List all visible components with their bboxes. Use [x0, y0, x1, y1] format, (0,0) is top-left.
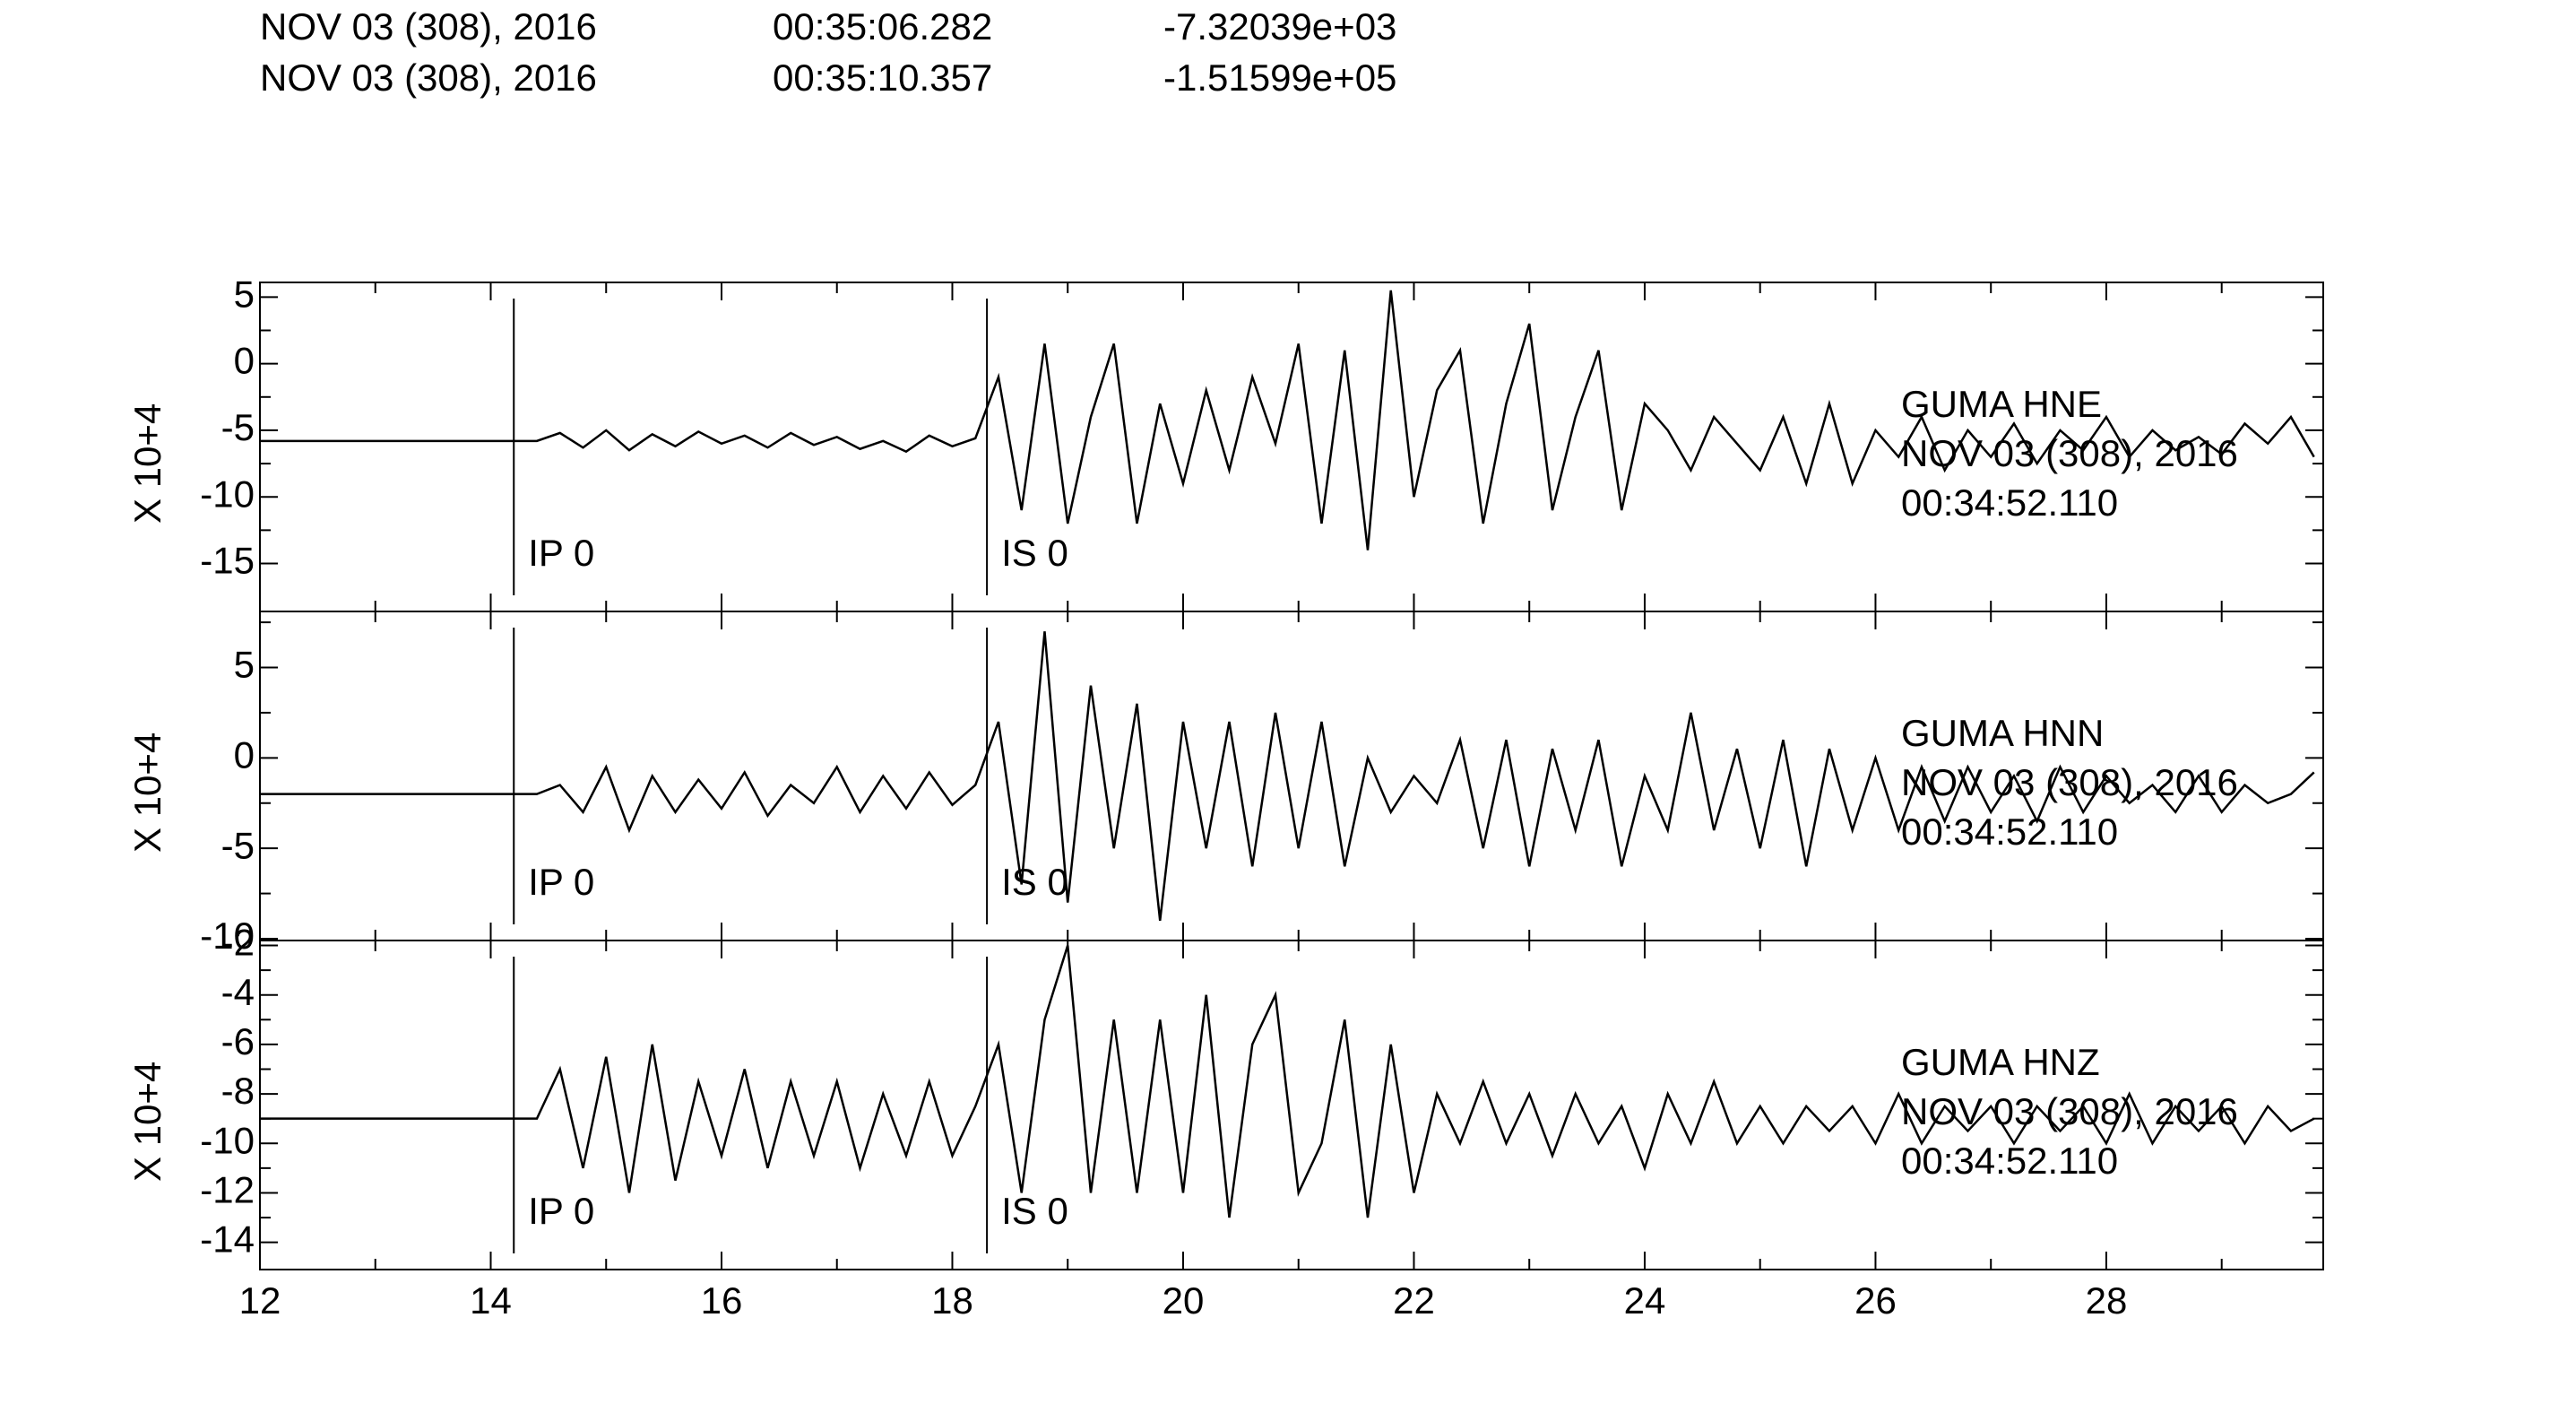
trace-info: 00:34:52.110 [1901, 811, 2118, 853]
trace-info: 00:34:52.110 [1901, 481, 2118, 524]
trace-info: NOV 03 (308), 2016 [1901, 432, 2238, 474]
header-text: NOV 03 (308), 2016 [260, 56, 597, 99]
header: NOV 03 (308), 2016 00:35:06.282 -7.32039e+… [260, 5, 1396, 99]
x-tick-label: 24 [1624, 1279, 1666, 1322]
header-text: -1.51599e+05 [1163, 56, 1396, 99]
y-tick-label: -6 [221, 1020, 255, 1062]
y-tick-label: -10 [200, 472, 255, 515]
x-tick-label: 16 [701, 1279, 743, 1322]
header-text: 00:35:10.357 [773, 56, 992, 99]
y-tick-label: -5 [221, 824, 255, 866]
x-tick-label: 12 [239, 1279, 281, 1322]
y-axis-label: X 10+4 [126, 403, 169, 524]
y-tick-label: 5 [234, 273, 255, 315]
trace-info: 00:34:52.110 [1901, 1140, 2118, 1182]
plots: -15 -10 -5 0 5 X 10+4 IP 0 IS 0 GUMA HNE NOV 03 (… [126, 273, 2324, 1322]
trace-info: NOV 03 (308), 2016 [1901, 761, 2238, 803]
trace-info: GUMA HNE [1901, 383, 2102, 425]
y-tick-label: -12 [200, 1169, 255, 1211]
header-text: NOV 03 (308), 2016 [260, 5, 597, 48]
waveform [260, 290, 2315, 550]
phase-label: IP 0 [528, 1190, 594, 1232]
phase-label: IP 0 [528, 861, 594, 903]
y-tick-label: 0 [234, 340, 255, 382]
y-tick-label: -2 [221, 922, 255, 964]
phase-label: IS 0 [1001, 532, 1068, 574]
panel-frame [259, 940, 2324, 1270]
y-tick-label: -10 [200, 915, 255, 957]
x-tick-label: 26 [1854, 1279, 1897, 1322]
waveform [260, 631, 2315, 921]
trace-info: GUMA HNZ [1901, 1041, 2100, 1083]
y-tick-label: 0 [234, 733, 255, 776]
x-tick-label: 22 [1393, 1279, 1435, 1322]
y-tick-label: -4 [221, 971, 255, 1013]
x-tick-label: 14 [470, 1279, 512, 1322]
y-tick-label: -5 [221, 406, 255, 448]
y-tick-label: -10 [200, 1119, 255, 1161]
phase-label: IS 0 [1001, 861, 1068, 903]
y-tick-label: -8 [221, 1070, 255, 1112]
trace-info: GUMA HNN [1901, 712, 2104, 754]
y-tick-label: 5 [234, 644, 255, 686]
trace-panel: -10 -5 0 5 X 10+4 IP 0 IS 0 GUMA HNN NOV 03 (308… [126, 611, 2324, 957]
header-text: 00:35:06.282 [773, 5, 992, 48]
trace-panel: -15 -10 -5 0 5 X 10+4 IP 0 IS 0 GUMA HNE NOV 03 (… [126, 273, 2324, 612]
y-tick-label: -15 [200, 540, 255, 582]
x-tick-label: 18 [931, 1279, 973, 1322]
y-axis-label: X 10+4 [126, 733, 169, 853]
x-tick-label: 20 [1163, 1279, 1205, 1322]
trace-panel: 12 14 16 18 20 22 24 26 28 -14 -12 -10 -8 -6 -4 -2 X 10+… [126, 922, 2324, 1322]
trace-info: NOV 03 (308), 2016 [1901, 1090, 2238, 1132]
phase-label: IP 0 [528, 532, 594, 574]
y-axis-label: X 10+4 [126, 1062, 169, 1182]
waveform [260, 945, 2315, 1218]
x-tick-label: 28 [2086, 1279, 2128, 1322]
y-tick-label: -14 [200, 1218, 255, 1261]
header-text: -7.32039e+03 [1163, 5, 1396, 48]
phase-label: IS 0 [1001, 1190, 1068, 1232]
